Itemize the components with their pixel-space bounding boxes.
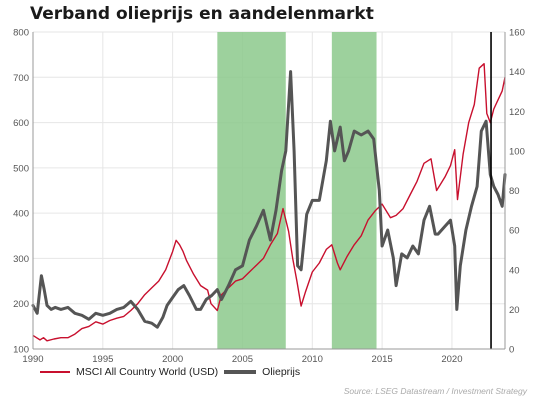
series-lines: [31, 63, 507, 342]
legend-oil-swatch: [224, 370, 257, 374]
y-left-tick-label: 500: [13, 163, 29, 174]
y-right-tick-label: 40: [509, 265, 520, 276]
x-tick-label: 1990: [22, 354, 43, 365]
y-right-tick-label: 20: [509, 305, 520, 316]
x-tick-label: 2005: [232, 354, 253, 365]
y-right-tick-label: 0: [509, 345, 514, 356]
x-tick-label: 1995: [92, 354, 113, 365]
x-tick-label: 2000: [162, 354, 183, 365]
legend-msci-label: MSCI All Country World (USD): [76, 366, 219, 378]
shaded-period-1: [217, 32, 286, 349]
y-left-tick-label: 700: [13, 73, 29, 84]
y-left-tick-label: 600: [13, 118, 29, 129]
y-left-tick-label: 200: [13, 299, 29, 310]
y-right-tick-label: 140: [509, 67, 525, 78]
legend-oil-label: Olieprijs: [262, 366, 301, 378]
chart-title: Verband olieprijs en aandelenmarkt: [30, 4, 374, 24]
y-left-tick-label: 800: [13, 28, 29, 39]
tick-labels: 100 200 300 400 500 600 700 800 0 20 40 60 80 100 120 1…: [13, 28, 525, 366]
legend: MSCI All Country World (USD) Olieprijs: [40, 366, 300, 378]
axes: [32, 32, 506, 350]
series-oil-line: [31, 70, 507, 329]
y-right-tick-label: 80: [509, 186, 520, 197]
y-right-tick-label: 100: [509, 146, 525, 157]
y-left-tick-label: 100: [13, 345, 29, 356]
series-msci-line: [32, 63, 506, 342]
x-tick-label: 2020: [441, 354, 462, 365]
y-left-tick-label: 300: [13, 254, 29, 265]
legend-msci-swatch: [40, 371, 70, 373]
y-left-tick-label: 400: [13, 209, 29, 220]
shaded-period-2: [331, 32, 377, 349]
y-right-tick-label: 60: [509, 226, 520, 237]
shaded-periods: [217, 32, 377, 349]
y-right-tick-label: 120: [509, 107, 525, 118]
source-note: Source: LSEG Datastream / Investment Str…: [343, 386, 527, 396]
y-right-tick-label: 160: [509, 28, 525, 39]
x-tick-label: 2010: [302, 354, 323, 365]
x-tick-label: 2015: [372, 354, 393, 365]
